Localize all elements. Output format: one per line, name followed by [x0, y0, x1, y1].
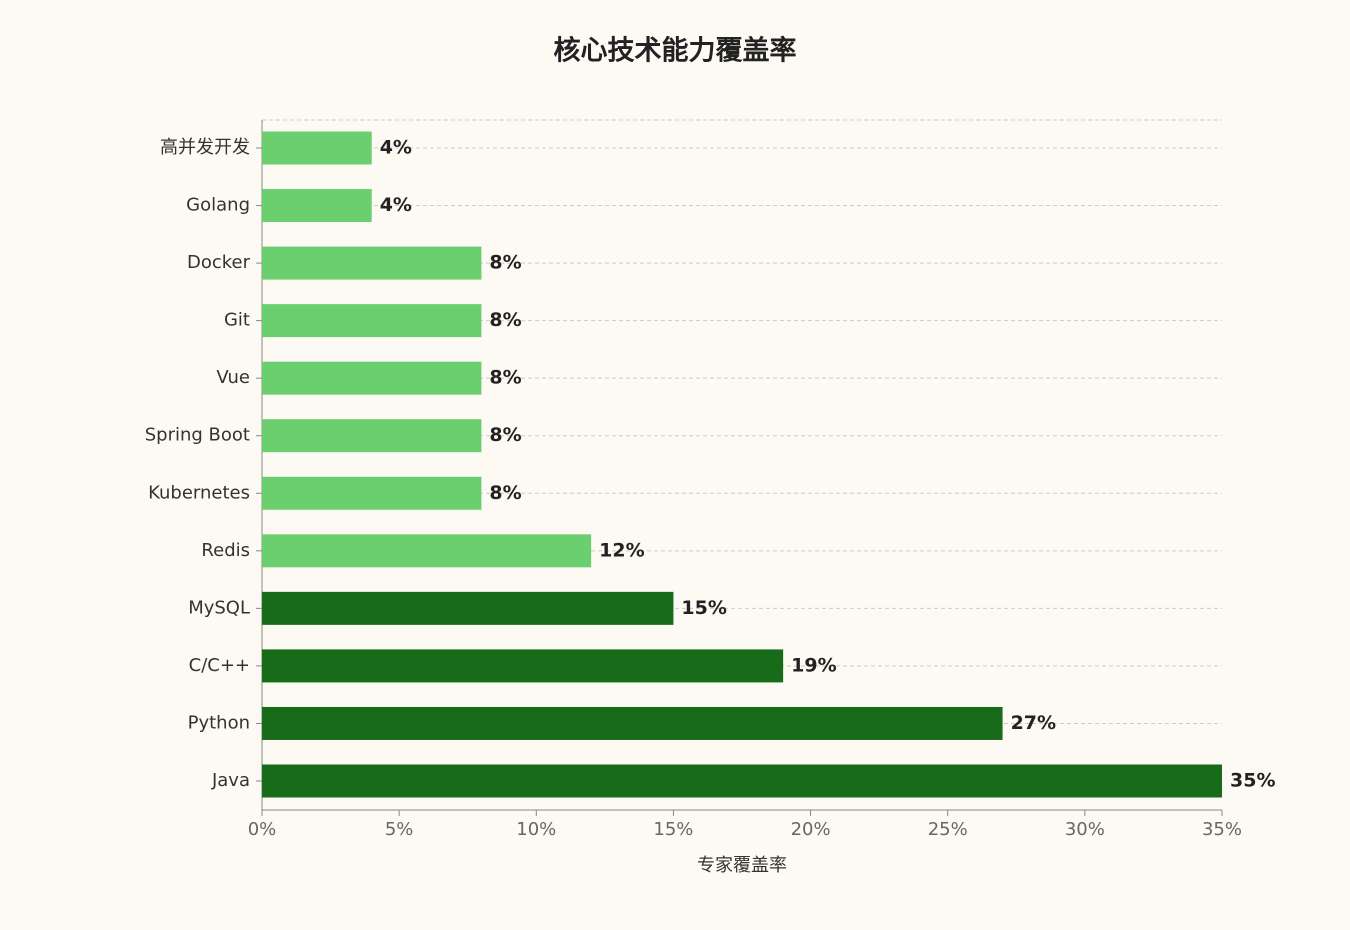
- value-label: 8%: [489, 367, 521, 389]
- chart-title: 核心技术能力覆盖率: [554, 35, 797, 67]
- y-tick-label: Git: [224, 310, 250, 331]
- y-tick-label: Golang: [186, 195, 250, 216]
- value-label: 15%: [681, 597, 726, 619]
- bar: [262, 189, 372, 223]
- y-tick-label: 高并发开发: [160, 137, 250, 158]
- value-label: 8%: [489, 482, 521, 504]
- bar: [262, 131, 372, 165]
- x-tick-label: 30%: [1065, 819, 1105, 840]
- y-tick-label: Docker: [187, 252, 251, 273]
- x-tick-label: 20%: [791, 819, 831, 840]
- value-label: 4%: [380, 137, 412, 159]
- y-tick-label: Vue: [216, 367, 250, 388]
- bar: [262, 649, 784, 683]
- value-label: 27%: [1011, 712, 1056, 734]
- bar: [262, 764, 1222, 798]
- bar: [262, 534, 592, 568]
- value-label: 12%: [599, 539, 644, 561]
- y-tick-label: Spring Boot: [145, 425, 250, 446]
- value-label: 19%: [791, 654, 836, 676]
- x-axis-label: 专家覆盖率: [697, 855, 787, 876]
- value-label: 8%: [489, 424, 521, 446]
- value-label: 8%: [489, 252, 521, 274]
- bar: [262, 706, 1003, 740]
- y-tick-label: Redis: [201, 540, 250, 561]
- y-tick-label: Java: [211, 770, 250, 791]
- x-tick-label: 35%: [1202, 819, 1242, 840]
- bar: [262, 246, 482, 280]
- bar: [262, 361, 482, 395]
- value-label: 35%: [1230, 770, 1275, 792]
- bar: [262, 476, 482, 510]
- x-tick-label: 10%: [516, 819, 556, 840]
- x-tick-label: 15%: [653, 819, 693, 840]
- x-tick-label: 25%: [928, 819, 968, 840]
- bar: [262, 419, 482, 453]
- value-label: 8%: [489, 309, 521, 331]
- x-tick-label: 5%: [385, 819, 414, 840]
- value-label: 4%: [380, 194, 412, 216]
- y-tick-label: Python: [188, 712, 250, 733]
- y-tick-label: Kubernetes: [148, 482, 250, 503]
- bar: [262, 304, 482, 338]
- x-tick-label: 0%: [248, 819, 277, 840]
- bar: [262, 591, 674, 625]
- y-tick-label: MySQL: [188, 597, 250, 618]
- y-tick-label: C/C++: [189, 655, 250, 676]
